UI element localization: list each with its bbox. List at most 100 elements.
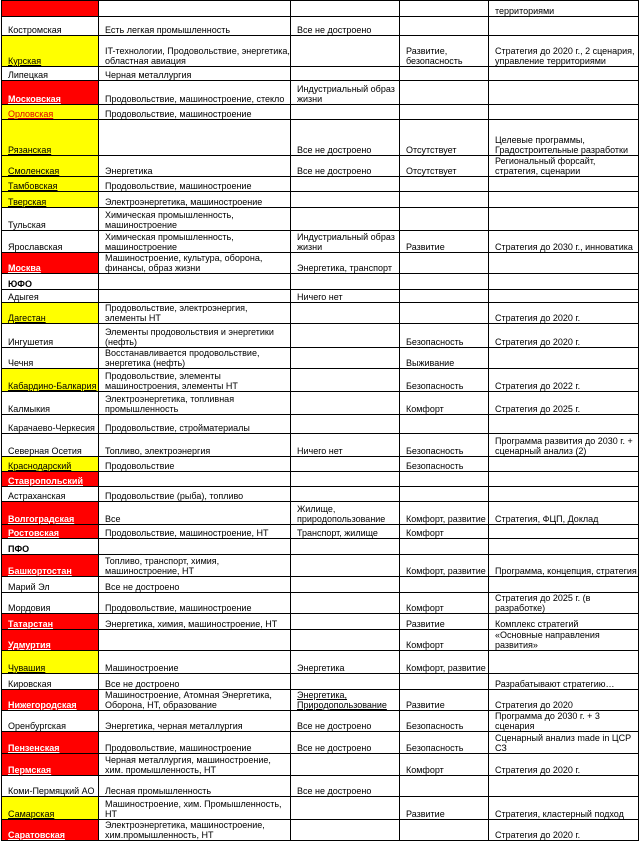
table-row: Астраханская Продовольствие (рыба), топли… xyxy=(1,486,639,502)
table-row: Курская IT-технологии, Продовольствие, эн… xyxy=(1,35,639,67)
strategy-cell: Стратегия до 2020 г., 2 сценария, управл… xyxy=(488,35,639,67)
scenario-cell xyxy=(399,289,489,303)
table-row: Калмыкия Электроэнергетика, топливная про… xyxy=(1,391,639,415)
strategy-cell: «Основные направления развития» xyxy=(488,629,639,651)
industry-cell: Электроэнергетика, топливная промышленно… xyxy=(98,391,291,415)
region-cell: Ярославская xyxy=(1,230,99,253)
scenario-cell xyxy=(399,80,489,105)
infrastructure-cell: Все не достроено xyxy=(290,155,400,177)
strategy-cell xyxy=(488,524,639,539)
strategy-cell: Стратегия, кластерный подход xyxy=(488,796,639,820)
strategy-cell xyxy=(488,414,639,434)
region-cell: Рязанская xyxy=(1,119,99,156)
region-cell: Московская xyxy=(1,80,99,105)
table-row: Орловская Продовольствие, машиностроение xyxy=(1,104,639,120)
industry-cell: Продовольствие, элементы машиностроения,… xyxy=(98,368,291,392)
infrastructure-cell xyxy=(290,753,400,776)
table-row: Ингушетия Элементы продовольствия и энерг… xyxy=(1,323,639,348)
infrastructure-cell xyxy=(290,554,400,577)
infrastructure-cell: Индустриальный образ жизни xyxy=(290,230,400,253)
table-row: Татарстан Энергетика, химия, машиностроен… xyxy=(1,613,639,630)
strategy-cell xyxy=(488,538,639,555)
scenario-cell: Развитие, безопасность xyxy=(399,35,489,67)
scenario-cell: Безопасность xyxy=(399,368,489,392)
infrastructure-cell xyxy=(290,592,400,614)
table-row: Тульская Химическая промышленность, машин… xyxy=(1,207,639,231)
strategy-cell xyxy=(488,347,639,369)
infrastructure-cell: Индустриальный образ жизни xyxy=(290,80,400,105)
scenario-cell: Развитие xyxy=(399,230,489,253)
infrastructure-cell xyxy=(290,486,400,502)
table-row: Ростовская Продовольствие, машиностроение… xyxy=(1,524,639,539)
scenario-cell: Комфорт, развитие xyxy=(399,650,489,674)
industry-cell: Машиностроение, культура, оборона, финан… xyxy=(98,252,291,274)
region-cell xyxy=(1,0,99,17)
infrastructure-cell: Энергетика, транспорт xyxy=(290,252,400,274)
industry-cell: Химическая промышленность, машиностроени… xyxy=(98,207,291,231)
table-row: Северная Осетия Топливо, электроэнергия Ни… xyxy=(1,433,639,457)
infrastructure-cell xyxy=(290,368,400,392)
scenario-cell xyxy=(399,302,489,324)
scenario-cell: Безопасность xyxy=(399,456,489,472)
region-cell: Марий Эл xyxy=(1,576,99,593)
region-cell: Орловская xyxy=(1,104,99,120)
region-cell: Татарстан xyxy=(1,613,99,630)
scenario-cell: Безопасность xyxy=(399,710,489,732)
scenario-cell: Безопасность xyxy=(399,433,489,457)
table-row: Ставропольский xyxy=(1,471,639,487)
infrastructure-cell xyxy=(290,323,400,348)
strategy-cell: Целевые программы, Градостроительные раз… xyxy=(488,119,639,156)
infrastructure-cell: Все не достроено xyxy=(290,775,400,797)
strategy-cell xyxy=(488,471,639,487)
infrastructure-cell xyxy=(290,796,400,820)
scenario-cell: Развитие xyxy=(399,613,489,630)
infrastructure-cell xyxy=(290,273,400,290)
scenario-cell xyxy=(399,252,489,274)
strategy-cell: Программа развития до 2030 г. + сценарны… xyxy=(488,433,639,457)
table-row: Кабардино-Балкария Продовольствие, элемен… xyxy=(1,368,639,392)
strategy-cell xyxy=(488,80,639,105)
region-cell: ПФО xyxy=(1,538,99,555)
region-cell: Кировская xyxy=(1,673,99,690)
infrastructure-cell xyxy=(290,629,400,651)
strategy-cell: Стратегия до 2030 г., инноватика xyxy=(488,230,639,253)
infrastructure-cell: Энергетика xyxy=(290,650,400,674)
industry-cell xyxy=(98,289,291,303)
table-row: Костромская Есть легкая промышленность Все… xyxy=(1,16,639,36)
industry-cell: Продовольствие xyxy=(98,456,291,472)
scenario-cell: Безопасность xyxy=(399,731,489,754)
strategy-cell xyxy=(488,104,639,120)
scenario-cell xyxy=(399,775,489,797)
infrastructure-cell: Ничего нет xyxy=(290,289,400,303)
region-cell: Краснодарский xyxy=(1,456,99,472)
strategy-cell: Стратегия до 2022 г. xyxy=(488,368,639,392)
industry-cell: Продовольствие, машиностроение xyxy=(98,731,291,754)
scenario-cell: Комфорт xyxy=(399,592,489,614)
industry-cell: Машиностроение xyxy=(98,650,291,674)
industry-cell: Энергетика, черная металлургия xyxy=(98,710,291,732)
table-row: Московская Продовольствие, машиностроение… xyxy=(1,80,639,105)
strategy-cell: Стратегия до 2020 г. xyxy=(488,302,639,324)
industry-cell: Есть легкая промышленность xyxy=(98,16,291,36)
region-cell: Ингушетия xyxy=(1,323,99,348)
industry-cell: Продовольствие, машиностроение xyxy=(98,176,291,192)
strategy-cell xyxy=(488,273,639,290)
strategy-cell: Стратегия до 2020 г. xyxy=(488,323,639,348)
table-row: Чувашия Машиностроение Энергетика Комфорт, … xyxy=(1,650,639,674)
region-cell: Удмуртия xyxy=(1,629,99,651)
scenario-cell: Комфорт, развитие xyxy=(399,554,489,577)
industry-cell: Восстанавливается продовольствие, энерге… xyxy=(98,347,291,369)
strategy-cell: Разрабатывают стратегию… xyxy=(488,673,639,690)
industry-cell: Элементы продовольствия и энергетики (не… xyxy=(98,323,291,348)
table-row: Удмуртия Комфорт «Основные направления раз… xyxy=(1,629,639,651)
region-cell: Коми-Пермяцкий АО xyxy=(1,775,99,797)
infrastructure-cell: Ничего нет xyxy=(290,433,400,457)
table-row: Дагестан Продовольствие, электроэнергия, … xyxy=(1,302,639,324)
region-cell: Липецкая xyxy=(1,66,99,81)
strategy-cell: Стратегия до 2020 г. xyxy=(488,819,639,841)
infrastructure-cell xyxy=(290,66,400,81)
infrastructure-cell: Все не достроено xyxy=(290,16,400,36)
table-row: ПФО xyxy=(1,538,639,555)
table-row: Липецкая Черная металлургия xyxy=(1,66,639,81)
